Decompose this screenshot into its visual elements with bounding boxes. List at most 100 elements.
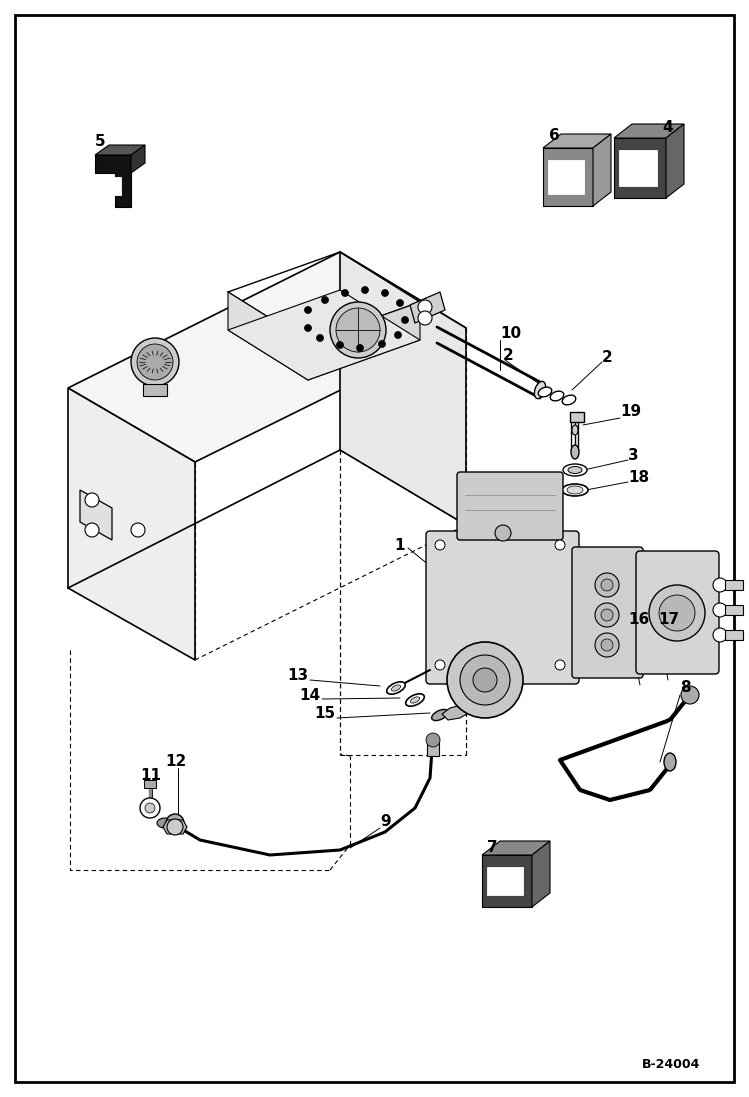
Circle shape [131, 338, 179, 386]
Bar [548, 160, 584, 194]
Polygon shape [228, 290, 420, 380]
Bar [143, 384, 167, 396]
Bar [725, 606, 743, 615]
Circle shape [601, 638, 613, 651]
Bar [427, 740, 439, 756]
Ellipse shape [568, 466, 582, 474]
Ellipse shape [386, 682, 405, 694]
Polygon shape [95, 155, 131, 207]
Ellipse shape [551, 392, 564, 400]
Circle shape [342, 290, 348, 296]
Text: 13: 13 [287, 668, 308, 683]
Circle shape [473, 668, 497, 692]
Text: 8: 8 [680, 680, 691, 695]
Text: 9: 9 [380, 814, 391, 829]
Polygon shape [532, 841, 550, 907]
Circle shape [713, 578, 727, 592]
Text: 19: 19 [620, 405, 641, 419]
Text: 11: 11 [140, 768, 161, 782]
Polygon shape [95, 145, 145, 155]
Circle shape [85, 523, 99, 538]
Circle shape [395, 331, 401, 339]
Ellipse shape [157, 818, 173, 828]
Text: 16: 16 [628, 612, 649, 627]
Circle shape [131, 523, 145, 538]
Circle shape [85, 493, 99, 507]
Circle shape [336, 308, 380, 352]
Circle shape [145, 803, 155, 813]
Text: 3: 3 [628, 448, 639, 463]
Text: 2: 2 [503, 348, 514, 362]
Circle shape [495, 525, 511, 541]
Ellipse shape [562, 484, 588, 496]
Circle shape [167, 819, 183, 835]
Text: 14: 14 [299, 688, 320, 702]
Circle shape [713, 627, 727, 642]
Text: 2: 2 [602, 351, 613, 365]
Polygon shape [442, 704, 470, 720]
Circle shape [317, 335, 324, 341]
Text: 18: 18 [628, 470, 649, 485]
Polygon shape [482, 855, 532, 907]
Circle shape [137, 344, 173, 380]
Ellipse shape [572, 425, 578, 436]
Circle shape [321, 296, 329, 304]
Circle shape [435, 540, 445, 550]
FancyBboxPatch shape [457, 472, 563, 540]
Ellipse shape [391, 685, 401, 691]
Polygon shape [482, 841, 550, 855]
Circle shape [681, 686, 699, 704]
Text: 6: 6 [549, 127, 560, 143]
Polygon shape [593, 134, 611, 206]
Circle shape [330, 302, 386, 358]
Circle shape [401, 317, 408, 324]
Circle shape [595, 603, 619, 627]
Ellipse shape [534, 382, 545, 398]
Circle shape [555, 540, 565, 550]
Text: 1: 1 [395, 538, 405, 553]
Circle shape [166, 814, 184, 832]
Polygon shape [308, 302, 420, 380]
Circle shape [447, 642, 523, 719]
Bar [725, 630, 743, 640]
Circle shape [713, 603, 727, 617]
Text: 12: 12 [165, 755, 187, 769]
Polygon shape [163, 819, 187, 834]
Circle shape [659, 595, 695, 631]
Bar [570, 412, 584, 422]
Polygon shape [614, 124, 684, 138]
Bar [725, 580, 743, 590]
Ellipse shape [539, 387, 552, 397]
Bar [487, 867, 523, 895]
Circle shape [601, 579, 613, 591]
Bar [101, 177, 121, 195]
Polygon shape [228, 292, 308, 380]
FancyBboxPatch shape [572, 547, 643, 678]
Circle shape [595, 573, 619, 597]
Ellipse shape [562, 395, 576, 405]
Polygon shape [68, 388, 195, 660]
Polygon shape [543, 134, 611, 148]
Polygon shape [131, 145, 145, 173]
Polygon shape [666, 124, 684, 197]
Polygon shape [80, 490, 112, 540]
Circle shape [381, 290, 389, 296]
Text: B-24004: B-24004 [642, 1059, 700, 1072]
Circle shape [435, 660, 445, 670]
Bar [619, 150, 657, 186]
Ellipse shape [664, 753, 676, 771]
Circle shape [305, 325, 312, 331]
Polygon shape [543, 148, 593, 206]
Polygon shape [410, 292, 445, 323]
Circle shape [362, 286, 369, 294]
Ellipse shape [431, 710, 449, 721]
Text: 15: 15 [314, 706, 335, 722]
Text: 17: 17 [658, 612, 679, 627]
Circle shape [601, 609, 613, 621]
Circle shape [357, 344, 363, 351]
Circle shape [140, 798, 160, 818]
Circle shape [378, 340, 386, 348]
Circle shape [336, 341, 344, 349]
Ellipse shape [563, 464, 587, 476]
Ellipse shape [571, 445, 579, 459]
